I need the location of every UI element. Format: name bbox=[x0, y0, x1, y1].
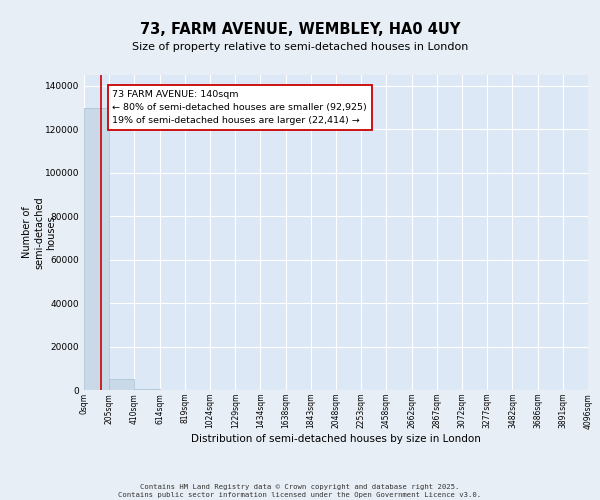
Y-axis label: Number of
semi-detached
houses: Number of semi-detached houses bbox=[22, 196, 56, 269]
Bar bbox=[134, 389, 160, 390]
Text: 73 FARM AVENUE: 140sqm
← 80% of semi-detached houses are smaller (92,925)
19% of: 73 FARM AVENUE: 140sqm ← 80% of semi-det… bbox=[112, 90, 367, 126]
Bar bbox=[109, 378, 134, 390]
Text: Size of property relative to semi-detached houses in London: Size of property relative to semi-detach… bbox=[132, 42, 468, 52]
Text: 73, FARM AVENUE, WEMBLEY, HA0 4UY: 73, FARM AVENUE, WEMBLEY, HA0 4UY bbox=[140, 22, 460, 38]
Bar bbox=[84, 108, 109, 390]
X-axis label: Distribution of semi-detached houses by size in London: Distribution of semi-detached houses by … bbox=[191, 434, 481, 444]
Text: Contains HM Land Registry data © Crown copyright and database right 2025.
Contai: Contains HM Land Registry data © Crown c… bbox=[118, 484, 482, 498]
